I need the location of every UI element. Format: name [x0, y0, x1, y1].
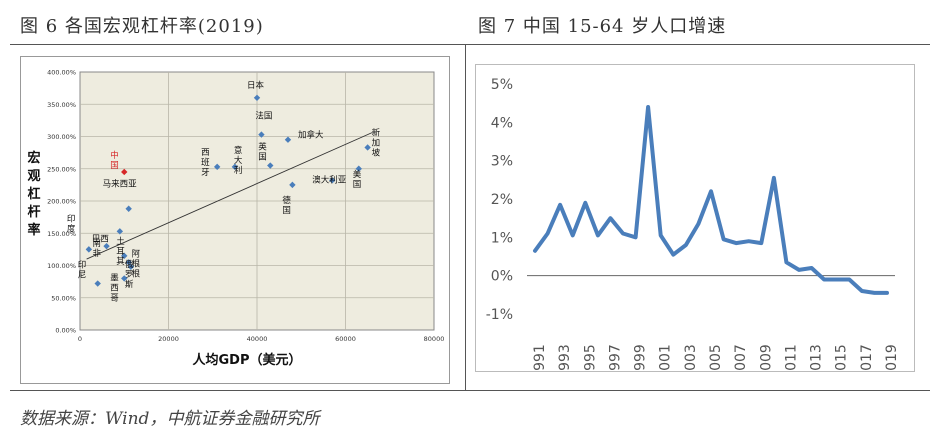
point-label: 美国	[353, 169, 362, 190]
x-tick-label: 1993	[557, 344, 573, 372]
scatter-point	[125, 205, 132, 212]
scatter-point	[253, 94, 261, 101]
x-tick-label: 2007	[733, 344, 749, 372]
x-tick-label: 40000	[247, 335, 268, 343]
point-label: 法国	[255, 111, 272, 122]
scatter-point	[284, 136, 292, 143]
bottom-rule	[10, 390, 930, 391]
x-tick-label: 1999	[633, 344, 649, 372]
trendline	[86, 132, 373, 260]
point-label: 意大利	[234, 145, 243, 176]
point-label: 澳大利亚	[312, 174, 347, 185]
point-label: 印度	[67, 213, 76, 234]
point-label: 马来西亚	[103, 180, 138, 190]
x-tick-label: 2015	[834, 344, 850, 372]
y-tick-label: 3%	[491, 154, 513, 170]
point-label: 新加坡	[372, 127, 381, 158]
x-tick-label: 2011	[783, 344, 799, 372]
scatter-point	[127, 263, 135, 270]
right-chart-title: 图 7 中国 15-64 岁人口增速	[478, 16, 727, 37]
x-tick-label: 80000	[424, 335, 445, 343]
y-tick-label: 400.00%	[47, 69, 76, 77]
x-tick-label: 1991	[532, 344, 548, 372]
y-tick-label: 350.00%	[47, 101, 76, 109]
y-tick-label: 0.00%	[55, 327, 76, 335]
point-label: 加拿大	[298, 130, 324, 141]
scatter-point	[231, 163, 239, 171]
scatter-point	[121, 252, 128, 260]
scatter-point	[103, 242, 110, 250]
scatter-point	[329, 177, 336, 184]
y-tick-label: 1%	[491, 230, 513, 246]
left-chart-title: 图 6 各国宏观杠杆率(2019)	[20, 16, 264, 37]
point-label: 土耳其	[116, 236, 125, 267]
y-tick-label: 0%	[491, 269, 513, 285]
x-tick-label: 20000	[158, 335, 179, 343]
point-label: 英国	[258, 142, 267, 163]
y-tick-label: 100.00%	[47, 262, 76, 270]
x-tick-label: 2009	[758, 344, 774, 372]
top-rule	[10, 44, 930, 45]
panel-divider	[465, 44, 466, 390]
line-panel: 5% 4% 3% 2% 1% 0% -1% 1991 1993 1995 1997 1999 2001 2…	[475, 64, 915, 380]
point-label: 印尼	[78, 260, 87, 281]
x-tick-label: 2017	[859, 344, 875, 372]
scatter-point	[125, 259, 132, 266]
x-tick-label: 2013	[809, 344, 825, 372]
scatter-point	[121, 168, 128, 176]
y-axis-label: 宏观杠杆率	[27, 150, 40, 238]
point-label: 南非	[93, 238, 102, 259]
point-label: 德国	[282, 195, 291, 216]
y-tick-label: -1%	[486, 307, 513, 323]
scatter-point	[121, 275, 128, 282]
y-tick-label: 5%	[491, 77, 513, 93]
point-label: 墨西哥	[110, 273, 119, 303]
x-tick-label: 2003	[683, 344, 699, 372]
x-tick-label: 0	[78, 335, 82, 343]
scatter-point	[213, 163, 221, 171]
y-tick-label: 2%	[491, 192, 513, 208]
scatter-point	[364, 144, 371, 151]
y-tick-label: 200.00%	[47, 198, 76, 206]
scatter-panel: 0.00% 50.00% 100.00% 150.00% 200.00% 250.00% 3…	[20, 56, 450, 384]
x-tick-label: 2019	[884, 344, 900, 372]
scatter-point	[258, 131, 265, 138]
y-tick-label: 250.00%	[47, 165, 76, 173]
x-tick-label: 60000	[335, 335, 356, 343]
series-line	[533, 105, 889, 295]
scatter-point	[85, 246, 93, 253]
scatter-point	[267, 162, 274, 169]
y-tick-label: 4%	[491, 115, 513, 131]
y-tick-label: 300.00%	[47, 133, 76, 141]
x-tick-label: 2005	[708, 344, 724, 372]
chart-frame	[475, 64, 915, 372]
x-tick-label: 1997	[607, 344, 623, 372]
data-source-note: 数据来源：Wind，中航证券金融研究所	[20, 409, 320, 429]
point-label: 日本	[247, 80, 265, 91]
point-label: 阿根根	[132, 249, 141, 279]
x-axis-label: 人均GDP（美元）	[193, 352, 302, 368]
point-label: 中国	[110, 150, 119, 171]
point-label: 俄罗斯	[125, 259, 134, 290]
x-tick-label: 2001	[658, 344, 674, 372]
x-tick-label: 1995	[582, 344, 598, 372]
scatter-point	[116, 228, 124, 235]
line-chart: 5% 4% 3% 2% 1% 0% -1% 1991 1993 1995 1997 1999 2001 2…	[475, 64, 915, 380]
y-tick-label: 50.00%	[51, 294, 76, 302]
scatter-point	[94, 280, 101, 287]
point-label: 巴西	[92, 234, 109, 244]
scatter-chart: 0.00% 50.00% 100.00% 150.00% 200.00% 250.00% 3…	[20, 56, 450, 384]
point-label: 西班牙	[201, 148, 210, 178]
y-tick-label: 150.00%	[47, 230, 76, 238]
